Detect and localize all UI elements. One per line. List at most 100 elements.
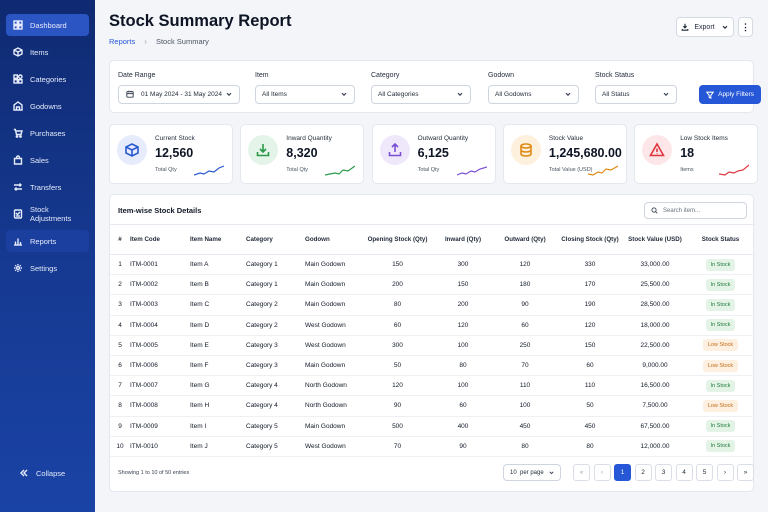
table-cell: North Godown <box>305 382 347 390</box>
table-cell: Item D <box>190 321 210 329</box>
kpi-sub: Total Value (USD) <box>548 167 593 173</box>
status-badge: In Stock <box>705 420 736 433</box>
table-cell: Category 5 <box>246 422 278 430</box>
table-row[interactable]: 1 ITM-0001 Item A Category 1 Main Godown 150 3… <box>110 255 755 275</box>
column-header: Stock Status <box>701 236 740 243</box>
chevron-down-icon <box>456 90 464 98</box>
table-row[interactable]: 9 ITM-0009 Item I Category 5 Main Godown 500 4… <box>110 416 755 437</box>
table-cell: 170 <box>584 281 596 289</box>
table-cell: 120 <box>584 321 596 329</box>
godown-select[interactable]: All Godowns <box>488 85 579 104</box>
sidebar-item-stock-adjustments[interactable]: Stock Adjustments <box>6 203 89 225</box>
table-row[interactable]: 10 ITM-0010 Item J Category 5 West Godown 70 9… <box>110 436 755 457</box>
sidebar-item-purchases[interactable]: Purchases <box>6 122 89 144</box>
table-cell: 4 <box>118 321 122 329</box>
table-cell: 90 <box>521 301 529 309</box>
status-badge: In Stock <box>705 440 736 453</box>
column-header: Closing Stock (Qty) <box>561 236 619 243</box>
search-input[interactable]: Search item... <box>644 202 747 219</box>
sidebar-item-sales[interactable]: Sales <box>6 149 89 171</box>
next-page-icon[interactable]: › <box>716 464 734 481</box>
stock-status-select[interactable]: All Status <box>595 85 677 104</box>
sidebar-item-settings[interactable]: Settings <box>6 257 89 279</box>
table-cell: ITM-0008 <box>130 402 158 410</box>
sidebar-item-label: Settings <box>30 263 58 273</box>
status-cell: In Stock <box>686 255 755 275</box>
breadcrumb-current: Stock Summary <box>155 37 209 46</box>
table-cell: 150 <box>392 261 403 269</box>
table-cell: West Godown <box>305 442 346 450</box>
sidebar-item-reports[interactable]: Reports <box>6 230 89 252</box>
page-button-1[interactable]: 1 <box>614 464 631 481</box>
godown-select-value: All Godowns <box>495 91 532 98</box>
collapse-button[interactable]: Collapse <box>12 462 65 484</box>
status-cell: Low Stock <box>686 396 755 416</box>
apply-filters-button[interactable]: Apply Filters <box>699 85 761 104</box>
status-cell: In Stock <box>686 275 755 295</box>
export-button[interactable]: Export <box>676 17 734 37</box>
page-button-3[interactable]: 3 <box>655 464 672 481</box>
godown-filter-label: Godown <box>488 72 515 79</box>
first-page-icon[interactable]: « <box>573 464 590 481</box>
page-button-2[interactable]: 2 <box>634 464 652 481</box>
table-cell: 110 <box>584 382 596 390</box>
table-cell: 120 <box>457 321 469 329</box>
kpi-card-outward-quantity: Outward Quantity 6,125 Total Qty <box>371 124 496 184</box>
table-cell: 70 <box>393 442 402 450</box>
table-cell: 67,500.00 <box>640 422 670 430</box>
filter-icon <box>706 91 718 99</box>
sidebar-item-label: Items <box>30 47 49 57</box>
table-row[interactable]: 7 ITM-0007 Item G Category 4 North Godown 120… <box>110 376 755 396</box>
sidebar-item-categories[interactable]: Categories <box>6 68 89 90</box>
column-header: Item Code <box>130 236 160 243</box>
table-cell: ITM-0005 <box>130 341 158 349</box>
page-button-5[interactable]: 5 <box>696 464 713 481</box>
table-cell: 180 <box>519 281 531 289</box>
table-row[interactable]: 6 ITM-0006 Item F Category 3 Main Godown 50 80… <box>110 355 755 376</box>
item-select[interactable]: All Items <box>255 85 355 104</box>
kpi-card-low-stock-items: Low Stock Items 18 Items <box>634 124 759 184</box>
table-cell: 28,500.00 <box>640 301 670 309</box>
table-title: Item-wise Stock Details <box>118 206 202 215</box>
sparkline <box>194 165 224 176</box>
more-options-button[interactable]: ⋮ <box>738 17 753 37</box>
breadcrumb-reports-link[interactable]: Reports <box>109 37 136 46</box>
sidebar-item-label: Sales <box>30 155 49 165</box>
page-button-4[interactable]: 4 <box>675 464 693 481</box>
table-cell: 60 <box>393 321 402 329</box>
category-select[interactable]: All Categories <box>371 85 471 104</box>
table-row[interactable]: 8 ITM-0008 Item H Category 4 North Godown 90 6… <box>110 396 755 416</box>
table-cell: Category 3 <box>246 341 278 349</box>
table-cell: 60 <box>459 402 467 410</box>
table-cell: 90 <box>393 402 402 410</box>
table-cell: Category 2 <box>246 301 278 309</box>
column-header: Opening Stock (Qty) <box>367 236 428 243</box>
table-cell: 22,500.00 <box>640 341 670 349</box>
table-cell: 80 <box>459 362 467 370</box>
table-cell: 1 <box>118 261 122 269</box>
sidebar-item-items[interactable]: Items <box>6 41 89 63</box>
kpi-label: Stock Value <box>548 135 584 142</box>
table-row[interactable]: 3 ITM-0003 Item C Category 2 Main Godown 80 20… <box>110 295 755 316</box>
prev-page-icon[interactable]: ‹ <box>593 464 611 481</box>
table-cell: 250 <box>519 341 531 349</box>
date-range-picker[interactable]: 01 May 2024 - 31 May 2024 <box>118 85 240 104</box>
last-page-icon[interactable]: » <box>737 464 754 481</box>
kpi-sub: Items <box>680 167 694 173</box>
table-row[interactable]: 5 ITM-0005 Item E Category 3 West Godown 300 1… <box>110 335 755 356</box>
sidebar-item-transfers[interactable]: Transfers <box>6 176 89 198</box>
column-header: # <box>118 236 122 243</box>
table-cell: Item H <box>190 402 210 410</box>
table-cell: Category 2 <box>246 321 278 329</box>
table-row[interactable]: 2 ITM-0002 Item B Category 1 Main Godown 200 1… <box>110 275 755 295</box>
table-row[interactable]: 4 ITM-0004 Item D Category 2 West Godown 60 12… <box>110 315 755 336</box>
sidebar-item-godowns[interactable]: Godowns <box>6 95 89 117</box>
status-cell: In Stock <box>686 295 755 315</box>
table-cell: 190 <box>584 301 596 309</box>
per-page-select[interactable]: 10 per page <box>503 464 561 481</box>
date-range-label: Date Range <box>118 72 156 79</box>
kpi-value: 1,245,680.00 <box>548 146 622 160</box>
transfer-icon <box>13 182 23 192</box>
sidebar-item-dashboard[interactable]: Dashboard <box>6 14 89 36</box>
table-cell: Item G <box>190 382 210 390</box>
